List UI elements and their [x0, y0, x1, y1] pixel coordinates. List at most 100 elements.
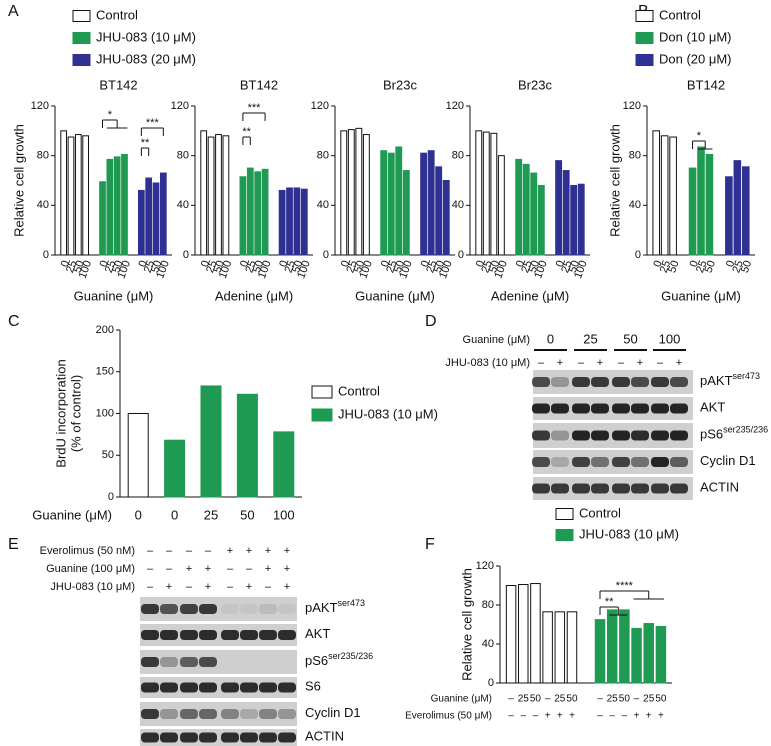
y-tick-label: 40: [482, 638, 494, 650]
bar: [562, 170, 570, 256]
bar: [60, 130, 68, 256]
legend-label: JHU-083 (10 μM): [96, 29, 196, 44]
blot-header-value: 50: [623, 331, 637, 346]
y-tick-label: 120: [476, 560, 494, 572]
x-tick-label: 50: [527, 259, 542, 275]
blot-sign: –: [578, 357, 585, 369]
blot-band: [612, 403, 630, 414]
bar: [555, 160, 563, 256]
chart-title: Br23c: [518, 77, 552, 92]
band-name: ACTIN: [305, 729, 344, 744]
blot-strip: [140, 624, 297, 646]
bar: [340, 130, 348, 256]
x-tick-label: 25: [384, 259, 399, 275]
blot-band: [259, 630, 277, 640]
x-tick-label: 25: [243, 259, 258, 275]
legend-label: Don (10 μM): [659, 29, 732, 44]
y-tick-label: 120: [623, 100, 641, 112]
blot-sign: –: [227, 581, 234, 593]
band-sup: ser473: [733, 371, 761, 381]
x-tick-label: 50: [566, 694, 578, 705]
band-name: pS6: [305, 653, 328, 668]
panel-letter: E: [8, 536, 19, 553]
x-tick-label: 50: [432, 259, 447, 275]
y-tick-label: 0: [323, 249, 329, 261]
bar: [261, 168, 269, 256]
x-tick-label: 0: [688, 259, 701, 269]
y-axis-label: Relative cell growth: [11, 124, 26, 237]
blot-sign: +: [265, 563, 271, 575]
blot-row-label: Guanine (100 μM): [46, 563, 135, 575]
x-tick-label: 100: [492, 259, 510, 280]
blot-band: [612, 377, 630, 387]
significance: **: [141, 137, 150, 149]
panel-letter: F: [425, 536, 435, 553]
chart-title: Br23c: [383, 77, 417, 92]
blot-band: [221, 732, 239, 743]
bar: [236, 393, 258, 498]
bar: [522, 163, 530, 256]
x-tick-label: –: [597, 694, 603, 705]
legend-swatch: [635, 54, 654, 66]
blot-band: [141, 604, 159, 614]
x-tick-label: 0: [651, 259, 664, 269]
blot-band: [259, 657, 277, 667]
x-tick-label: 0: [474, 259, 487, 269]
x-tick-label: 100: [397, 259, 415, 280]
bar: [152, 182, 160, 256]
y-tick-label: 120: [31, 100, 49, 112]
x-tick-label: 0: [59, 259, 72, 269]
y-tick-label: 200: [96, 324, 114, 336]
x-tick-label: –: [609, 711, 615, 722]
x-tick-label: –: [634, 694, 640, 705]
bar: [380, 150, 388, 256]
blot-band: [670, 403, 688, 414]
y-tick-label: 120: [311, 100, 329, 112]
blot-row-label: Everolimus (50 nM): [40, 545, 135, 557]
x-tick-label: 100: [532, 259, 550, 280]
bar: [725, 176, 733, 256]
blot-sign: –: [186, 581, 193, 593]
blot-band: [670, 377, 688, 387]
x-tick-label: 0: [724, 259, 737, 269]
blot-band: [532, 377, 550, 387]
x-tick-label: 25: [694, 259, 709, 275]
bar: [387, 152, 395, 256]
blot-band: [591, 483, 609, 494]
bar: [113, 156, 121, 256]
significance: *: [108, 109, 113, 121]
blot-band: [199, 682, 217, 693]
bar: [222, 135, 230, 256]
bar: [278, 189, 286, 256]
y-tick-label: 40: [317, 199, 329, 211]
blot-band: [591, 377, 609, 387]
band-sup: ser235/236: [328, 651, 373, 661]
bar: [741, 166, 750, 256]
bar: [688, 167, 697, 256]
x-tick-label: 25: [283, 259, 298, 275]
y-axis-label: BrdU incorporation: [53, 359, 68, 467]
blot-band: [651, 483, 669, 494]
bar: [530, 172, 538, 256]
x-tick-label: +: [634, 711, 640, 722]
blot-band: [532, 457, 550, 467]
y-tick-label: 50: [102, 449, 114, 461]
bar: [395, 146, 403, 256]
y-tick-label: 40: [37, 199, 49, 211]
blot-sign: –: [166, 563, 173, 575]
y-tick-label: 80: [482, 599, 494, 611]
x-tick-label: –: [597, 711, 603, 722]
blot-sign: +: [227, 545, 233, 557]
band-name: Cyclin D1: [305, 705, 361, 720]
blot-strip: [140, 729, 297, 746]
blot-sign: –: [205, 545, 212, 557]
bar: [542, 611, 553, 684]
x-tick-label: 50: [703, 259, 718, 275]
blot-sign: –: [186, 545, 193, 557]
blot-sign: +: [186, 563, 192, 575]
bar: [200, 385, 222, 498]
x-tick-label: –: [533, 711, 539, 722]
blot-band: [532, 430, 550, 441]
blot-strip: [140, 650, 297, 674]
bar: [697, 146, 705, 256]
